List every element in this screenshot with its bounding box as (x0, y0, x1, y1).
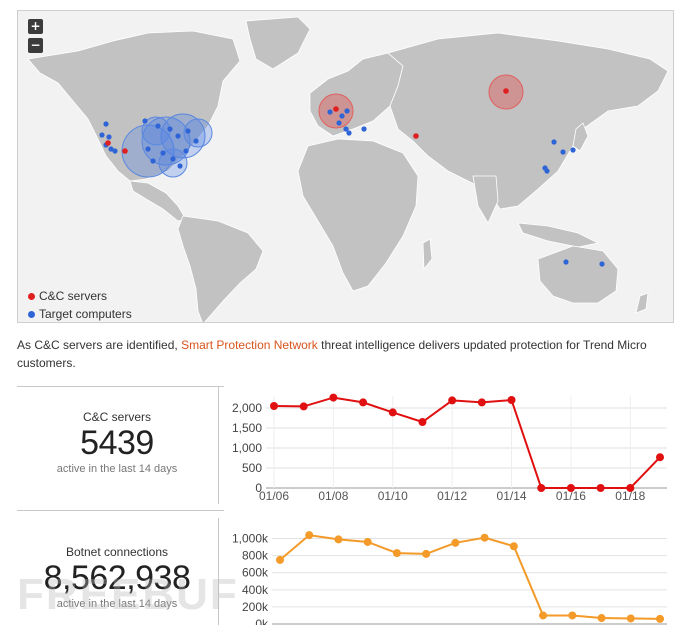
data-point (334, 535, 343, 544)
new-zealand-land (635, 292, 649, 314)
x-tick-label: 01/12 (437, 489, 467, 503)
data-point (448, 396, 457, 405)
data-point (363, 537, 372, 546)
data-point (566, 484, 575, 492)
y-tick-label: 1,000k (232, 532, 269, 546)
y-tick-label: 2,000 (232, 401, 262, 415)
x-tick-label: 01/14 (497, 489, 527, 503)
data-point (270, 402, 278, 410)
smart-protection-network-link[interactable]: Smart Protection Network (181, 338, 318, 352)
zoom-in-button[interactable]: + (28, 19, 43, 34)
cc-servers-chart: 0 500 1,000 1,500 2,000 01/06 01/08 01/10 01/12 0… (232, 393, 667, 503)
data-point (392, 549, 401, 558)
data-point (568, 611, 577, 620)
y-tick-label: 500 (242, 461, 262, 475)
world-map-canvas (27, 16, 669, 322)
asia-land (387, 32, 669, 210)
blue-dot-icon (28, 311, 35, 319)
data-point (626, 484, 635, 492)
zoom-out-button[interactable]: − (28, 38, 43, 53)
stat-subtitle: active in the last 14 days (56, 463, 178, 475)
y-tick-label: 800k (242, 549, 269, 563)
target-cluster-us-east[interactable] (160, 113, 206, 159)
divider-top (17, 386, 224, 387)
data-point (596, 484, 605, 492)
data-point (422, 549, 431, 558)
data-point (305, 531, 314, 540)
y-tick-label: 1,500 (232, 421, 262, 435)
data-point (626, 614, 635, 623)
data-point (507, 396, 516, 404)
y-tick-label: 0k (255, 617, 269, 625)
japan-land (572, 122, 589, 152)
legend-target-label: Target computers (39, 307, 132, 321)
stat-subtitle: active in the last 14 days (56, 598, 178, 610)
data-point (539, 611, 548, 620)
description-rest: threat intelligence delivers updated pro… (17, 338, 647, 370)
botnet-connections-chart: 0k 200k 400k 600k 800k 1,000k (232, 531, 667, 625)
legend-cc-servers: C&C servers (28, 289, 107, 303)
india-land (472, 175, 499, 224)
data-point (480, 533, 489, 542)
x-tick-label: 01/16 (556, 489, 586, 503)
stat-label: C&C servers (82, 410, 151, 424)
legend-cc-label: C&C servers (39, 289, 108, 303)
data-point (509, 542, 518, 551)
data-point (656, 614, 664, 623)
indonesia-land (517, 222, 600, 248)
description-intro: As C&C servers are identified, (17, 338, 182, 352)
y-tick-label: 200k (242, 600, 269, 614)
data-point (418, 418, 427, 426)
divider-middle (17, 510, 224, 511)
target-cluster-us-gulf[interactable] (158, 148, 188, 178)
y-tick-label: 1,000 (232, 441, 262, 455)
data-point (359, 398, 368, 407)
target-cluster-us-northeast[interactable] (183, 118, 213, 148)
world-map[interactable]: + − C&C servers Target computers (17, 10, 674, 323)
target-dots (99, 108, 605, 267)
data-point (477, 398, 486, 407)
red-dot-icon (28, 293, 35, 301)
data-point (537, 484, 546, 492)
series-line (273, 396, 661, 489)
south-america-land (177, 215, 264, 322)
north-america-land (27, 30, 241, 182)
x-tick-label: 01/08 (318, 489, 348, 503)
data-point (451, 538, 460, 547)
australia-land (537, 245, 619, 304)
divider-vertical-1 (218, 386, 219, 504)
data-point (597, 614, 606, 623)
legend-target-computers: Target computers (28, 307, 132, 321)
stat-label: Botnet connections (65, 545, 169, 559)
data-point (656, 453, 664, 462)
stat-botnet-connections: Botnet connections 8,562,938 active in t… (17, 545, 217, 610)
series-line (279, 534, 661, 620)
x-tick-label: 01/18 (615, 489, 645, 503)
central-america-land (129, 180, 187, 222)
data-point (388, 408, 397, 417)
stat-value: 8,562,938 (43, 559, 191, 597)
divider-vertical-2 (218, 518, 219, 625)
x-tick-label: 01/10 (378, 489, 408, 503)
data-point (299, 402, 308, 411)
y-tick-label: 0 (255, 481, 262, 495)
madagascar-land (422, 238, 433, 271)
watermark: FREEBUF (17, 570, 239, 619)
cc-dots (105, 88, 509, 154)
x-tick-label: 01/06 (259, 489, 289, 503)
stat-value: 5439 (80, 424, 154, 462)
stat-cc-servers: C&C servers 5439 active in the last 14 d… (17, 410, 217, 475)
africa-land (297, 138, 419, 292)
y-tick-label: 400k (242, 583, 269, 597)
greenland-land (245, 16, 311, 70)
description-text: As C&C servers are identified, Smart Pro… (17, 336, 667, 372)
y-tick-label: 600k (242, 566, 269, 580)
data-point (329, 393, 338, 402)
data-point (276, 555, 284, 564)
